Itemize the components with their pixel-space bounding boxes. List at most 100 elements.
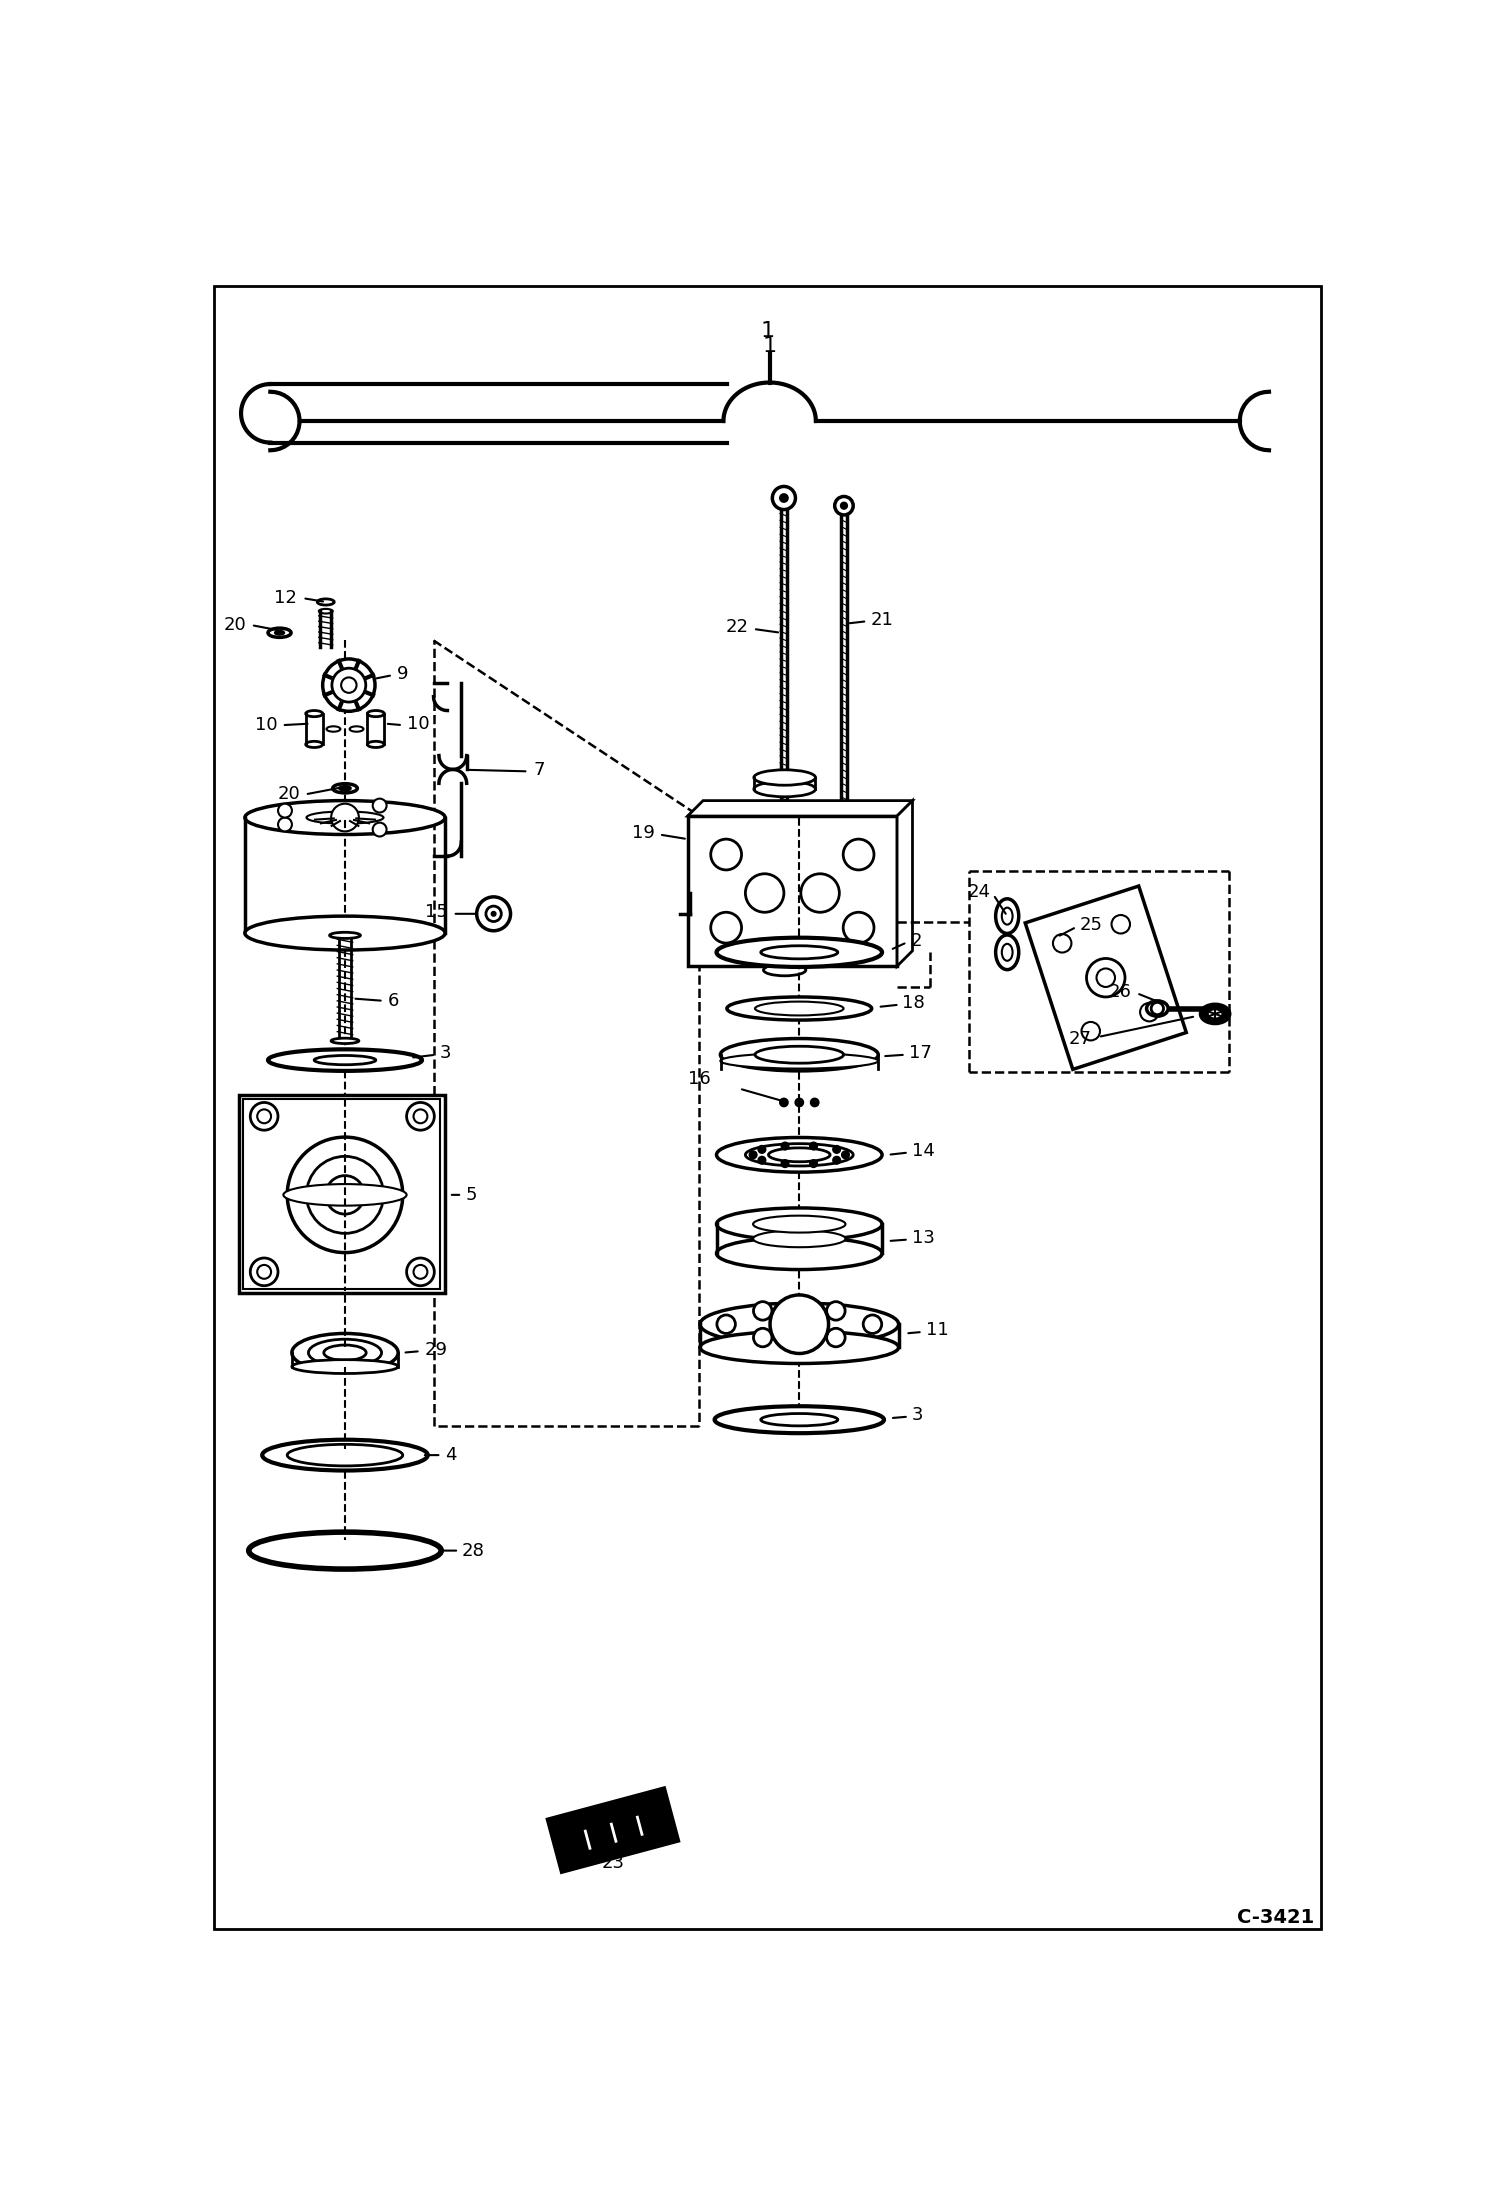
Text: 11: 11 xyxy=(926,1322,948,1340)
Ellipse shape xyxy=(1200,1004,1230,1024)
Ellipse shape xyxy=(333,783,358,794)
Bar xyxy=(238,1094,445,1294)
Ellipse shape xyxy=(727,998,872,1020)
Ellipse shape xyxy=(753,1215,845,1232)
Ellipse shape xyxy=(306,711,322,717)
Circle shape xyxy=(1097,969,1115,987)
Circle shape xyxy=(780,493,788,502)
Text: 23: 23 xyxy=(602,1855,625,1873)
Ellipse shape xyxy=(340,787,351,789)
Text: 25: 25 xyxy=(1080,917,1103,934)
Ellipse shape xyxy=(276,632,285,634)
Text: 17: 17 xyxy=(909,1044,932,1061)
Circle shape xyxy=(833,1145,840,1154)
Ellipse shape xyxy=(996,899,1019,934)
Circle shape xyxy=(373,822,386,836)
Ellipse shape xyxy=(721,1053,878,1068)
Ellipse shape xyxy=(319,610,333,614)
Text: 18: 18 xyxy=(902,993,926,1013)
Polygon shape xyxy=(688,800,912,816)
Circle shape xyxy=(331,803,360,831)
Ellipse shape xyxy=(292,1333,398,1373)
Circle shape xyxy=(710,912,742,943)
Ellipse shape xyxy=(1146,1000,1168,1015)
Ellipse shape xyxy=(318,599,334,605)
Circle shape xyxy=(491,912,496,917)
Circle shape xyxy=(325,1175,364,1215)
Circle shape xyxy=(746,873,783,912)
Text: 24: 24 xyxy=(968,884,990,901)
Circle shape xyxy=(413,1265,427,1279)
Bar xyxy=(243,1099,440,1289)
Circle shape xyxy=(840,502,846,509)
Ellipse shape xyxy=(1207,1009,1222,1020)
Circle shape xyxy=(333,669,366,702)
Text: 12: 12 xyxy=(274,590,297,607)
Ellipse shape xyxy=(327,726,340,732)
Text: 2: 2 xyxy=(911,932,921,950)
Circle shape xyxy=(780,1143,789,1149)
Text: 10: 10 xyxy=(406,715,430,732)
Circle shape xyxy=(307,1156,383,1232)
Circle shape xyxy=(810,1143,818,1149)
Ellipse shape xyxy=(746,1145,854,1167)
Circle shape xyxy=(1082,1022,1100,1039)
Text: 5: 5 xyxy=(466,1186,478,1204)
Circle shape xyxy=(406,1259,434,1285)
Text: 21: 21 xyxy=(870,610,893,629)
Circle shape xyxy=(753,1329,771,1347)
Circle shape xyxy=(827,1303,845,1320)
Text: 14: 14 xyxy=(912,1143,935,1160)
Ellipse shape xyxy=(331,1037,360,1044)
Circle shape xyxy=(710,840,742,871)
Circle shape xyxy=(342,678,357,693)
Text: 26: 26 xyxy=(1109,982,1132,1000)
Circle shape xyxy=(827,1329,845,1347)
Circle shape xyxy=(485,906,502,921)
Ellipse shape xyxy=(764,965,806,976)
Ellipse shape xyxy=(262,1441,428,1472)
Text: C-3421: C-3421 xyxy=(1237,1908,1314,1928)
Circle shape xyxy=(476,897,511,930)
Ellipse shape xyxy=(306,741,322,748)
Ellipse shape xyxy=(244,917,445,950)
Ellipse shape xyxy=(700,1303,899,1344)
Ellipse shape xyxy=(761,945,837,958)
Ellipse shape xyxy=(367,741,385,748)
Text: 10: 10 xyxy=(255,717,277,735)
Circle shape xyxy=(1112,914,1129,934)
Ellipse shape xyxy=(244,800,445,836)
Circle shape xyxy=(863,1316,882,1333)
Ellipse shape xyxy=(996,934,1019,969)
Circle shape xyxy=(770,1294,828,1353)
Circle shape xyxy=(322,658,374,711)
Ellipse shape xyxy=(330,932,361,939)
Text: 1: 1 xyxy=(762,336,776,355)
Circle shape xyxy=(758,1145,765,1154)
Text: 9: 9 xyxy=(397,664,409,682)
Text: 20: 20 xyxy=(223,616,247,634)
Ellipse shape xyxy=(716,1138,882,1171)
Ellipse shape xyxy=(292,1360,398,1373)
Polygon shape xyxy=(547,1787,679,1873)
Ellipse shape xyxy=(324,1344,366,1360)
Ellipse shape xyxy=(1002,943,1013,961)
Circle shape xyxy=(833,1156,840,1164)
Ellipse shape xyxy=(761,1414,837,1425)
Circle shape xyxy=(279,803,292,818)
Circle shape xyxy=(780,1160,789,1167)
Circle shape xyxy=(795,1099,803,1105)
Text: 7: 7 xyxy=(533,761,545,779)
Ellipse shape xyxy=(315,1055,376,1066)
Circle shape xyxy=(250,1259,279,1285)
Ellipse shape xyxy=(753,770,815,785)
Ellipse shape xyxy=(716,1237,882,1270)
Circle shape xyxy=(773,487,795,509)
Circle shape xyxy=(406,1103,434,1129)
Circle shape xyxy=(718,1316,736,1333)
Ellipse shape xyxy=(268,1048,422,1070)
Circle shape xyxy=(1150,1002,1164,1015)
Circle shape xyxy=(1140,1002,1158,1022)
Circle shape xyxy=(834,496,854,515)
Ellipse shape xyxy=(755,1002,843,1015)
